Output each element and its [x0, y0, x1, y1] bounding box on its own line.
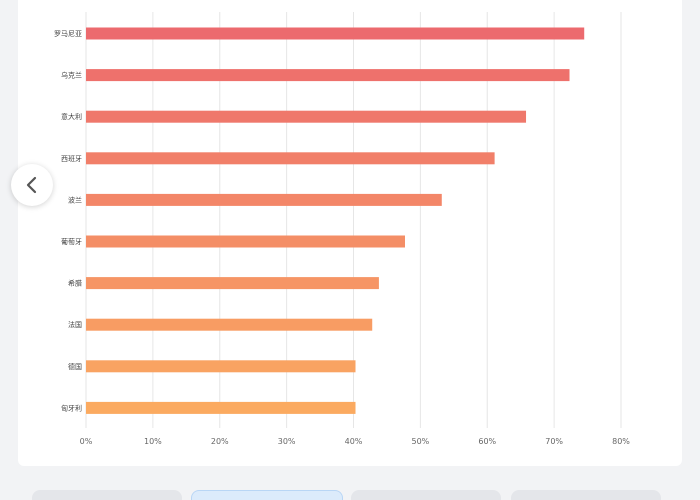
- x-tick-label-2: 20%: [211, 437, 229, 446]
- category-label-6: 希腊: [68, 279, 82, 288]
- chevron-left-icon: [26, 176, 37, 194]
- category-label-1: 乌克兰: [61, 71, 82, 80]
- x-tick-label-1: 10%: [144, 437, 162, 446]
- bar-1[interactable]: [86, 69, 570, 82]
- thumbnail-strip: [0, 490, 700, 500]
- x-tick-label-4: 40%: [345, 437, 363, 446]
- bar-9[interactable]: [86, 401, 356, 414]
- thumbnail-1[interactable]: [32, 490, 182, 500]
- thumbnail-3[interactable]: [351, 490, 501, 500]
- category-label-5: 葡萄牙: [61, 237, 82, 246]
- bar-6[interactable]: [86, 277, 379, 290]
- bar-5[interactable]: [86, 235, 405, 248]
- x-tick-label-5: 50%: [411, 437, 429, 446]
- bar-2[interactable]: [86, 110, 527, 123]
- category-label-0: 罗马尼亚: [54, 30, 82, 38]
- x-tick-label-3: 30%: [278, 437, 296, 446]
- previous-button[interactable]: [11, 164, 53, 206]
- category-label-8: 德国: [68, 362, 82, 371]
- bar-0[interactable]: [86, 27, 585, 40]
- bar-3[interactable]: [86, 152, 495, 165]
- category-label-3: 西班牙: [61, 154, 82, 163]
- x-tick-label-0: 0%: [80, 437, 93, 446]
- bar-8[interactable]: [86, 360, 356, 373]
- x-tick-label-8: 80%: [612, 437, 630, 446]
- category-label-7: 法国: [68, 320, 82, 329]
- category-label-9: 匈牙利: [61, 403, 82, 412]
- thumbnail-4[interactable]: [511, 490, 661, 500]
- bar-4[interactable]: [86, 193, 442, 206]
- bar-7[interactable]: [86, 318, 373, 331]
- category-label-4: 波兰: [68, 195, 82, 204]
- x-tick-label-6: 60%: [478, 437, 496, 446]
- thumbnail-2[interactable]: [191, 490, 343, 500]
- x-tick-label-7: 70%: [545, 437, 563, 446]
- category-label-2: 意大利: [61, 112, 82, 121]
